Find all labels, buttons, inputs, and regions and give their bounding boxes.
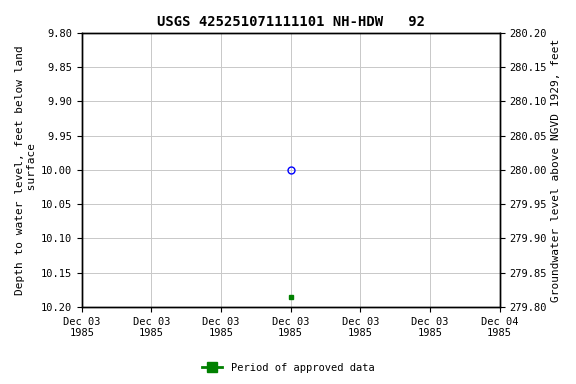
Legend: Period of approved data: Period of approved data <box>198 359 378 377</box>
Title: USGS 425251071111101 NH-HDW   92: USGS 425251071111101 NH-HDW 92 <box>157 15 425 29</box>
Y-axis label: Groundwater level above NGVD 1929, feet: Groundwater level above NGVD 1929, feet <box>551 38 561 301</box>
Y-axis label: Depth to water level, feet below land
 surface: Depth to water level, feet below land su… <box>15 45 37 295</box>
